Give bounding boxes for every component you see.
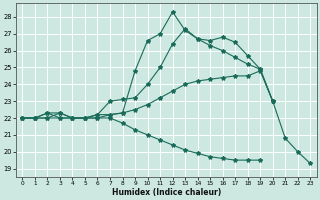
X-axis label: Humidex (Indice chaleur): Humidex (Indice chaleur) bbox=[112, 188, 221, 197]
